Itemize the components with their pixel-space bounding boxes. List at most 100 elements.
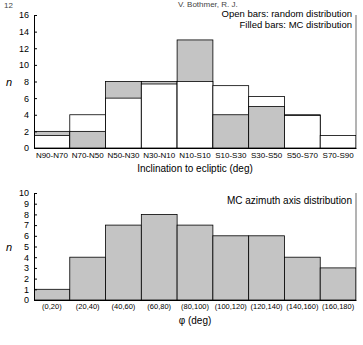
page-number: 12	[4, 1, 13, 10]
x-tick: (140,160)	[286, 300, 319, 311]
y-tick: 8	[24, 210, 37, 220]
x-tick-label: S30-S50	[251, 151, 283, 160]
bars	[34, 214, 356, 300]
y-tick-mark	[34, 115, 37, 116]
y-tick-mark	[34, 193, 37, 194]
page: 12V. Bothmer, R. J.0246810121416N90-N70N…	[0, 0, 363, 345]
x-tick-label: S70-S90	[323, 151, 355, 160]
x-axis-line	[35, 148, 357, 149]
bar	[106, 98, 142, 148]
x-tick: N10-S10	[179, 148, 211, 160]
bar	[249, 106, 285, 148]
x-tick: (60,80)	[147, 300, 171, 311]
x-tick-label: N70-N50	[72, 151, 105, 160]
bar	[320, 268, 356, 300]
x-tick: N50-N30	[107, 148, 140, 160]
y-tick-label: 10	[19, 60, 29, 70]
x-tick: S70-S90	[323, 148, 355, 160]
y-tick-label: 7	[24, 220, 29, 230]
bar	[213, 86, 249, 148]
bar	[213, 236, 249, 300]
bar	[284, 116, 320, 148]
x-tick: (80,100)	[181, 300, 209, 311]
bar	[320, 136, 356, 148]
x-tick: (40,60)	[112, 300, 136, 311]
y-tick-mark	[34, 15, 37, 16]
x-tick-label: N90-N70	[36, 151, 69, 160]
y-tick-label: 10	[19, 188, 29, 198]
y-tick-mark	[34, 65, 37, 66]
y-tick-mark	[34, 98, 37, 99]
x-axis-title: Inclination to ecliptic (deg)	[137, 163, 253, 174]
bar	[141, 214, 177, 300]
y-tick-mark	[34, 204, 37, 205]
y-tick-mark	[34, 82, 37, 83]
y-axis: 0246810121416	[19, 10, 37, 153]
y-tick: 10	[19, 60, 37, 70]
bars	[34, 40, 356, 148]
y-tick-mark	[34, 48, 37, 49]
x-tick-label: (0,20)	[42, 302, 62, 311]
y-tick: 7	[24, 220, 37, 230]
bar	[284, 257, 320, 300]
bar	[106, 82, 142, 149]
y-tick: 6	[24, 231, 37, 241]
x-tick-label: N10-S10	[179, 151, 211, 160]
chart: 0246810121416N90-N70N70-N50N50-N30N30-N1…	[6, 8, 357, 174]
y-tick: 2	[24, 127, 37, 137]
x-tick: N30-N10	[143, 148, 176, 160]
y-tick-label: 5	[24, 242, 29, 252]
bar	[213, 115, 249, 148]
y-tick-mark	[34, 225, 37, 226]
bar	[177, 225, 213, 300]
y-tick: 2	[24, 274, 37, 284]
y-tick-mark	[34, 289, 37, 290]
x-tick-label: S10-S30	[215, 151, 247, 160]
y-tick: 4	[24, 110, 37, 120]
y-tick-label: 2	[24, 127, 29, 137]
x-tick-label: (160,180)	[322, 302, 355, 311]
y-tick-mark	[34, 257, 37, 258]
x-tick: S10-S30	[215, 148, 247, 160]
y-tick-label: 6	[24, 231, 29, 241]
y-tick-label: 4	[24, 110, 29, 120]
bar	[249, 96, 285, 148]
x-axis: (0,20) (20,40) (40,60) (60,80) (80,100) (100,…	[35, 300, 357, 311]
y-tick: 6	[24, 94, 37, 104]
y-tick-label: 0	[24, 295, 29, 305]
y-axis: 012345678910	[19, 188, 37, 305]
bar	[320, 148, 356, 149]
x-tick-label: (60,80)	[147, 302, 171, 311]
x-tick: S50-S70	[287, 148, 319, 160]
bar	[141, 82, 177, 149]
x-tick: N90-N70	[36, 148, 69, 160]
bar	[70, 131, 106, 148]
bar	[106, 225, 142, 300]
y-tick-mark	[34, 32, 37, 33]
y-tick-label: 8	[24, 77, 29, 87]
bar	[34, 136, 70, 148]
x-tick: S30-S50	[251, 148, 283, 160]
y-tick-label: 14	[19, 27, 29, 37]
x-tick-label: (140,160)	[286, 302, 319, 311]
x-tick-label: (100,120)	[215, 302, 248, 311]
bar	[249, 236, 285, 300]
y-tick-mark	[34, 279, 37, 280]
y-tick: 16	[19, 10, 37, 20]
y-tick: 5	[24, 242, 37, 252]
x-tick-label: N50-N30	[107, 151, 140, 160]
x-tick-label: (20,40)	[76, 302, 100, 311]
chart: 012345678910(0,20)(20,40)(40,60)(60,80)(…	[6, 188, 357, 326]
y-tick: 4	[24, 253, 37, 263]
y-tick-mark	[34, 236, 37, 237]
y-axis-title: n	[6, 241, 12, 253]
y-tick: 9	[24, 199, 37, 209]
x-tick: (160,180)	[322, 300, 355, 311]
bar	[141, 84, 177, 148]
x-tick: N70-N50	[72, 148, 105, 160]
y-tick-label: 2	[24, 274, 29, 284]
x-tick-label: S50-S70	[287, 151, 319, 160]
y-tick: 12	[19, 44, 37, 54]
y-tick: 3	[24, 263, 37, 273]
bar	[34, 289, 70, 300]
